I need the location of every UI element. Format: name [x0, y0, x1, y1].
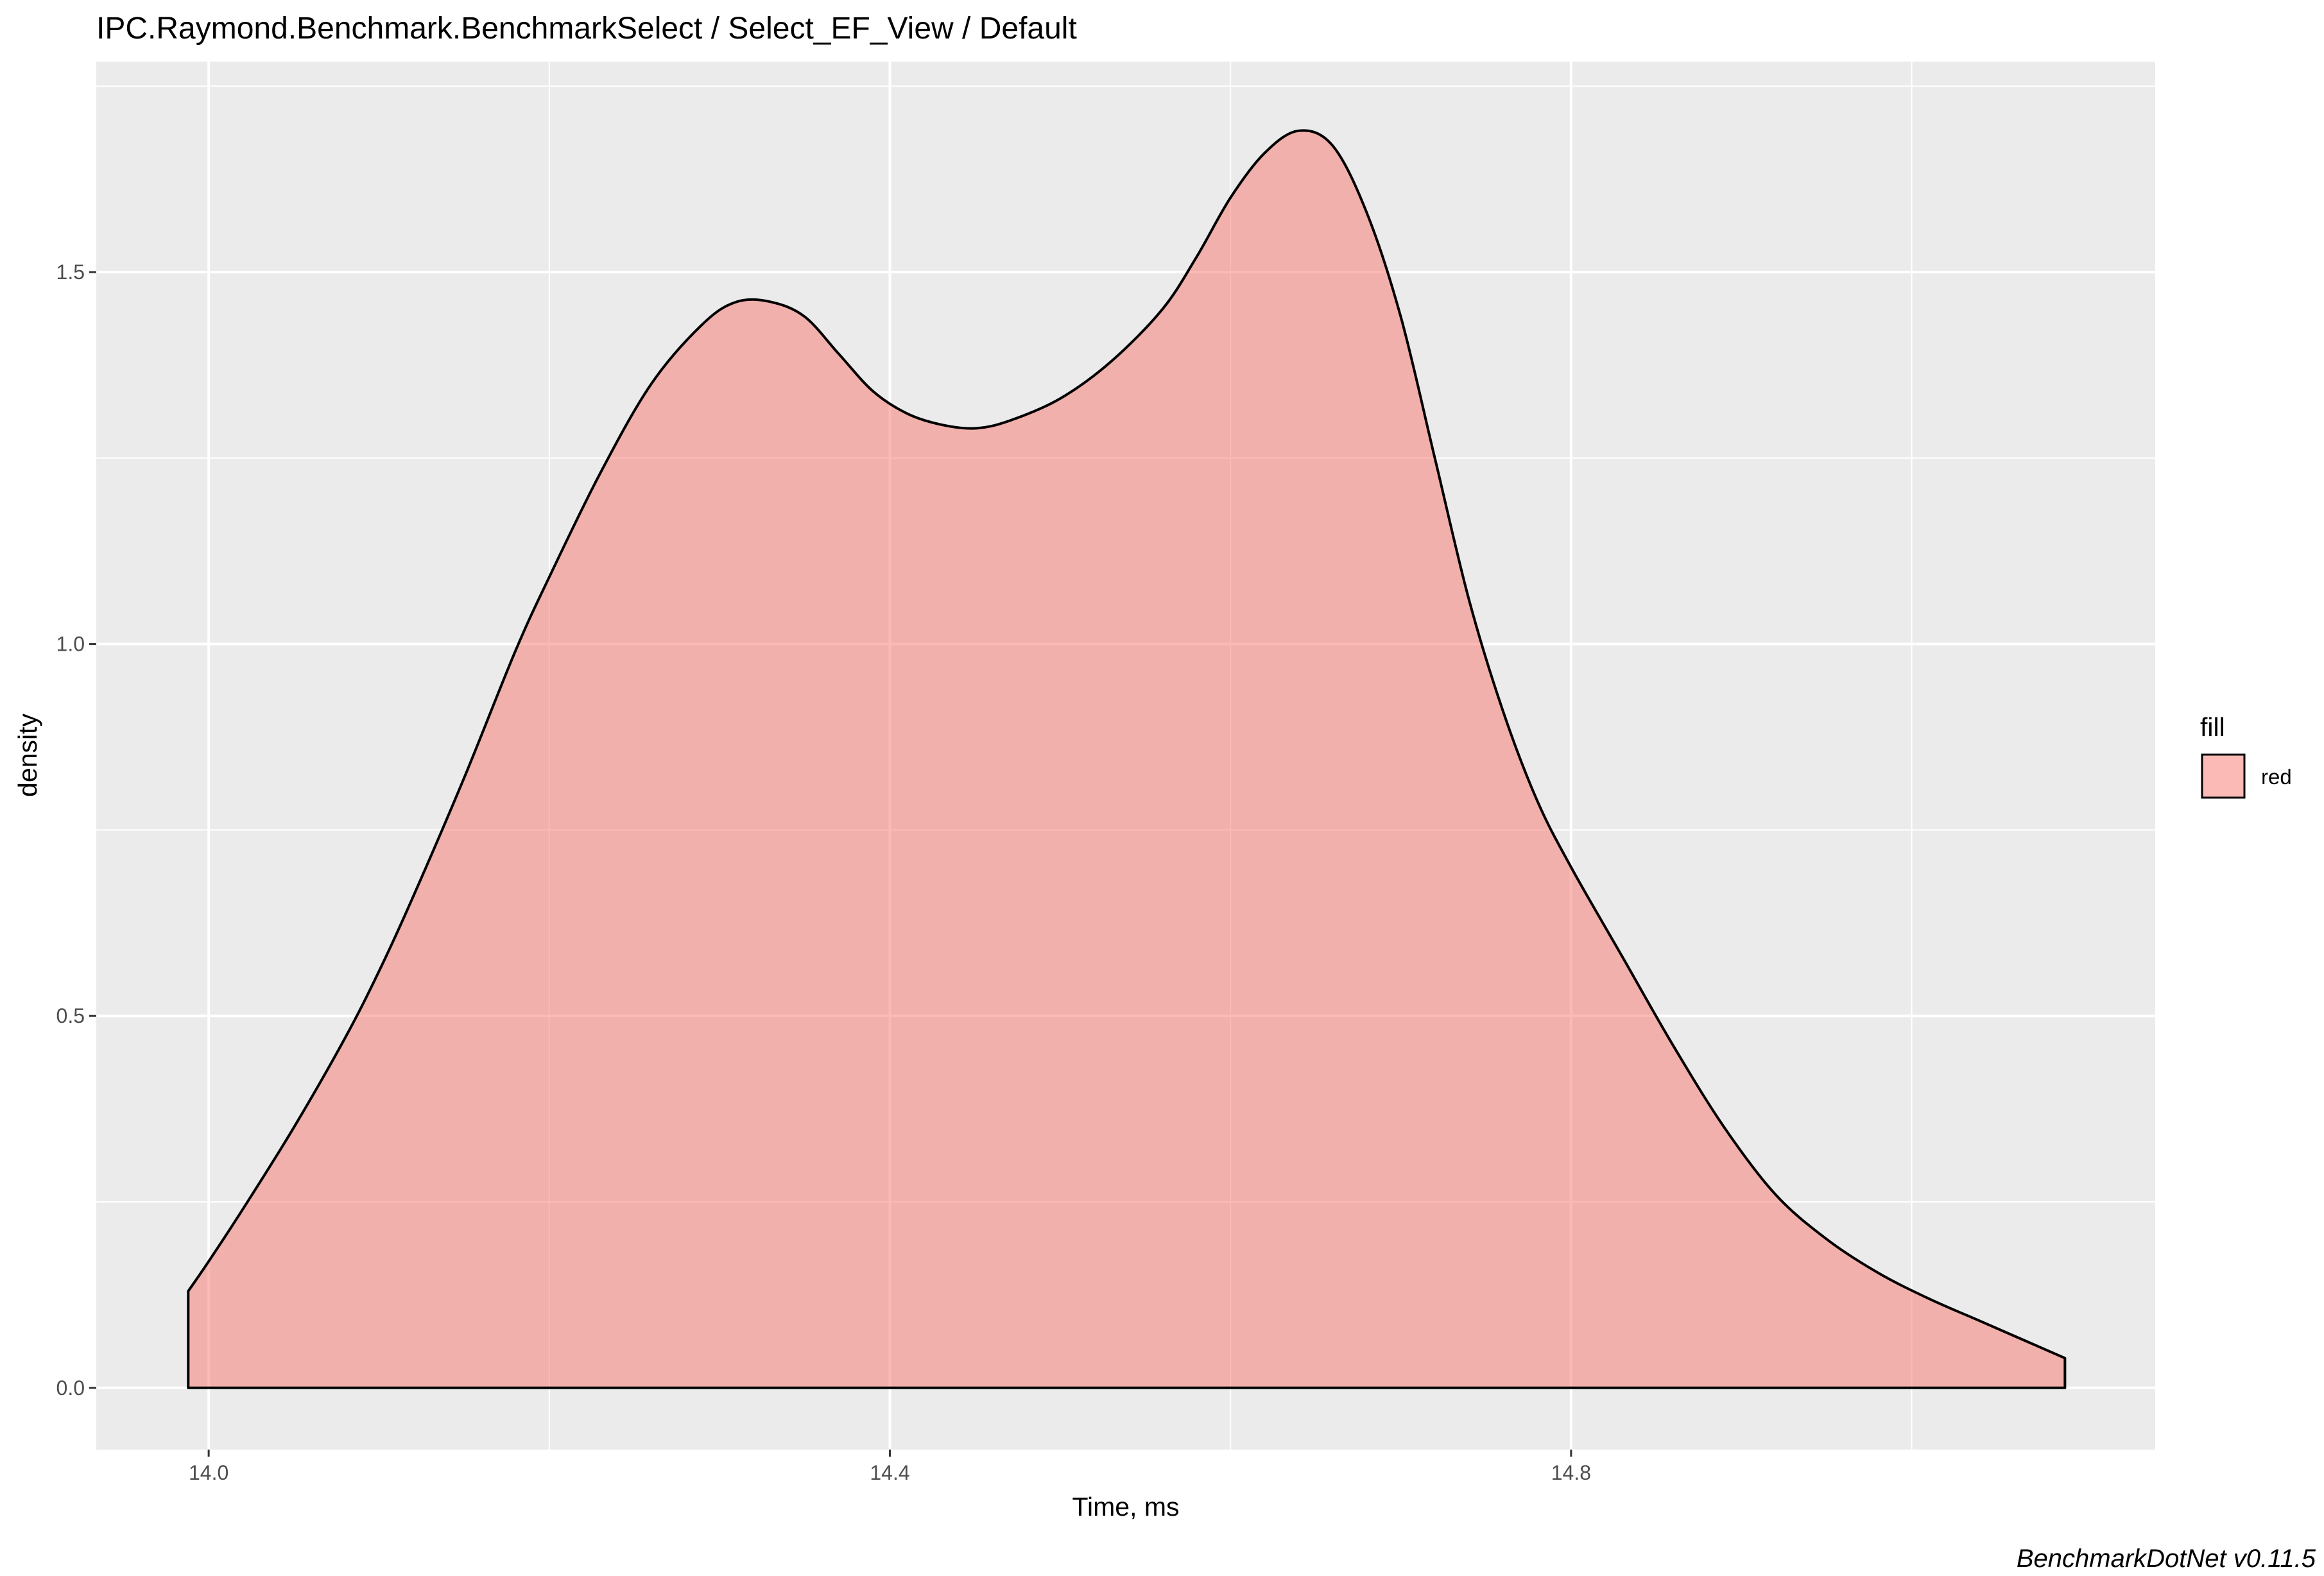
density-area-red	[187, 129, 2067, 1389]
y-tick-label: 1.0	[56, 633, 85, 656]
chart-title: IPC.Raymond.Benchmark.BenchmarkSelect / …	[96, 12, 1077, 46]
y-tick-label: 0.5	[56, 1004, 85, 1027]
x-tick-label: 14.4	[870, 1461, 909, 1484]
x-axis: 14.0 14.4 14.8	[189, 1450, 1591, 1484]
y-tick-label: 0.0	[56, 1376, 85, 1400]
density-layer	[187, 129, 2067, 1389]
x-axis-label: Time, ms	[1072, 1492, 1179, 1521]
x-tick-label: 14.0	[189, 1461, 228, 1484]
y-axis-label: density	[13, 714, 42, 797]
legend: fill red	[2200, 712, 2292, 799]
x-tick-label: 14.8	[1551, 1461, 1591, 1484]
y-axis: 0.0 0.5 1.0 1.5	[56, 261, 96, 1400]
legend-title: fill	[2200, 712, 2225, 742]
y-tick-label: 1.5	[56, 261, 85, 284]
caption: BenchmarkDotNet v0.11.5	[2017, 1545, 2316, 1573]
legend-label-red: red	[2261, 765, 2292, 789]
legend-key-red	[2201, 753, 2246, 799]
